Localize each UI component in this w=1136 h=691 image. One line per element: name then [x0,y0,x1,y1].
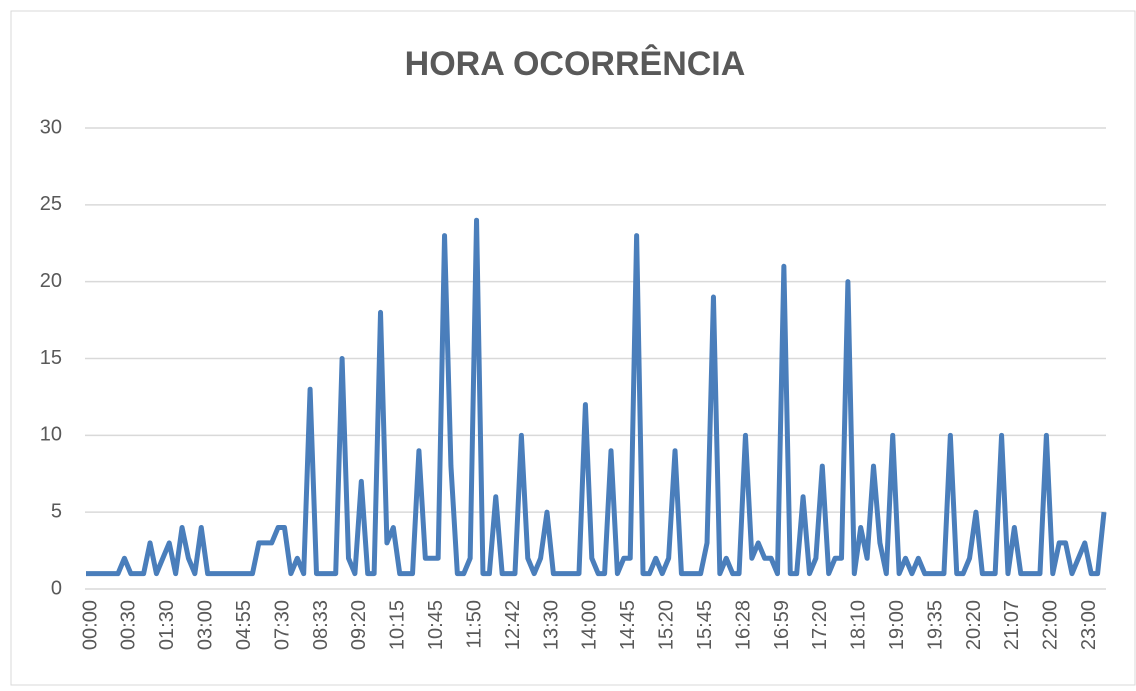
x-tick-label: 03:00 [195,600,217,650]
y-tick-label: 30 [40,116,62,138]
y-tick-label: 5 [51,500,62,522]
x-tick-label: 19:00 [886,600,908,650]
x-tick-label: 15:45 [694,600,716,650]
x-tick-label: 14:45 [617,600,639,650]
x-tick-label: 18:10 [848,600,870,650]
x-tick-label: 09:20 [348,600,370,650]
x-tick-label: 11:50 [463,600,485,649]
x-tick-label: 19:35 [924,600,946,650]
x-tick-label: 16:28 [732,600,754,650]
x-tick-label: 01:30 [156,600,178,650]
x-tick-label: 14:00 [579,600,601,650]
x-tick-label: 08:33 [310,600,332,650]
x-tick-label: 20:20 [963,600,985,650]
x-tick-label: 15:20 [656,600,678,650]
x-tick-label: 22:00 [1040,600,1062,650]
x-tick-label: 12:42 [502,600,524,650]
x-tick-label: 10:45 [425,600,447,650]
chart-title: HORA OCORRÊNCIA [405,45,746,83]
x-tick-label: 10:15 [387,600,409,650]
x-tick-label: 23:00 [1078,600,1100,650]
x-tick-label: 07:30 [271,600,293,650]
y-tick-label: 20 [40,270,62,292]
x-tick-label: 04:55 [233,600,255,650]
x-tick-label: 13:30 [540,600,562,650]
y-tick-label: 0 [51,577,62,599]
x-tick-label: 16:59 [771,600,793,650]
y-tick-label: 15 [40,347,62,369]
chart-frame [10,10,1136,686]
x-tick-label: 21:07 [1001,600,1023,650]
x-tick-label: 00:00 [79,600,101,650]
x-tick-label: 17:20 [809,600,831,650]
y-tick-label: 10 [40,424,62,446]
y-tick-label: 25 [40,193,62,215]
x-tick-label: 00:30 [118,600,140,650]
data-line [86,217,1107,577]
